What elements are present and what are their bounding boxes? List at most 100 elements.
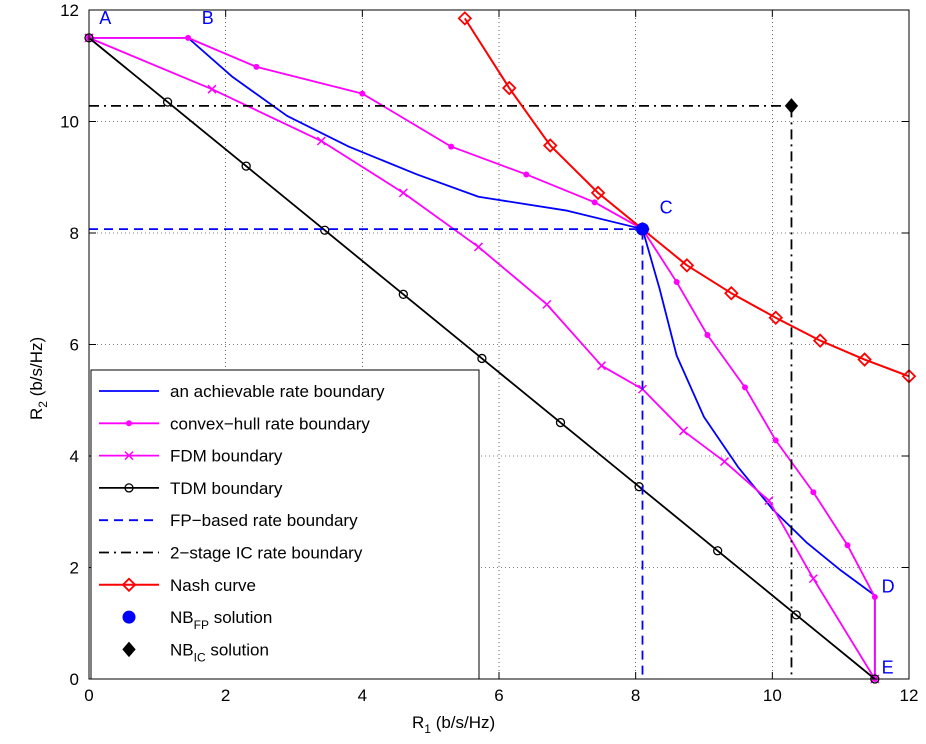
legend-label-main: NB: [170, 640, 194, 659]
y-tick-label: 2: [70, 559, 79, 578]
legend-label-suffix: solution: [209, 608, 272, 627]
data-point-x: [542, 299, 552, 309]
legend-label: an achievable rate boundary: [170, 382, 385, 401]
series-1: [86, 34, 878, 682]
y-axis-label: R2 (b/s/Hz): [27, 337, 50, 420]
data-point-x: [316, 136, 326, 146]
legend-label-main: TDM boundary: [170, 479, 283, 498]
data-point-dot: [844, 542, 851, 549]
legend-item: NBIC solution: [122, 640, 269, 664]
legend-item: FP−based rate boundary: [99, 511, 358, 530]
series-line: [89, 36, 876, 679]
x-tick-label: 4: [358, 686, 367, 705]
data-point-filled-circle: [636, 222, 649, 236]
series-0: [89, 36, 876, 679]
legend-label-main: FP−based rate boundary: [170, 511, 358, 530]
data-point-diamond: [590, 185, 606, 201]
legend-label: NBIC solution: [170, 640, 269, 664]
data-point-x-stroke: [719, 457, 730, 467]
x-tick-label: 2: [221, 686, 230, 705]
data-point-diamond: [501, 80, 517, 96]
data-point-circle: [124, 483, 134, 493]
legend-label-main: an achievable rate boundary: [170, 382, 385, 401]
y-tick-label: 8: [70, 224, 79, 243]
legend-label: FP−based rate boundary: [170, 511, 358, 530]
data-point-dot: [704, 332, 711, 339]
point-label: E: [882, 657, 894, 677]
series-line: [89, 228, 644, 679]
axis-ticks: 0 2 4 6 8 10 12 0 2 4 6 8 10 12: [60, 1, 918, 705]
series-line: [463, 17, 910, 378]
y-axis-label-sub: 2: [36, 401, 50, 408]
legend-item: Nash curve: [99, 576, 256, 595]
legend-label-main: Nash curve: [170, 576, 256, 595]
data-point-filled-diamond: [122, 641, 136, 658]
data-point-x-stroke: [542, 299, 552, 309]
x-tick-label: 10: [763, 686, 782, 705]
point-label: D: [882, 577, 895, 597]
data-point-circle: [555, 417, 566, 428]
data-point-circle: [713, 546, 723, 556]
data-point-x-stroke: [678, 426, 689, 436]
data-point-x-stroke: [124, 451, 134, 461]
point-label: B: [202, 8, 214, 28]
data-point-x-stroke: [473, 242, 484, 252]
data-point-diamond: [768, 310, 784, 326]
legend-box: [90, 369, 480, 680]
data-point-x: [764, 496, 774, 506]
x-axis-label: R1 (b/s/Hz): [412, 713, 495, 736]
data-point-circle: [320, 225, 330, 235]
data-point-x-stroke: [808, 574, 818, 584]
legend-item: convex−hull rate boundary: [99, 414, 370, 433]
legend-label-main: FDM boundary: [170, 447, 283, 466]
legend-item: TDM boundary: [99, 479, 283, 498]
data-point-x-stroke: [207, 84, 217, 94]
series-4: [89, 228, 644, 679]
legend-label-sub: IC: [194, 650, 206, 664]
legend-label: Nash curve: [170, 576, 256, 595]
x-axis-label-main: R: [412, 713, 424, 732]
data-point-x: [678, 426, 689, 436]
legend-label: convex−hull rate boundary: [170, 414, 370, 433]
legend-label: FDM boundary: [170, 447, 283, 466]
series-layer: [84, 11, 917, 684]
data-point-circle: [241, 161, 251, 171]
data-point-dot: [185, 34, 192, 41]
x-tick-label: 6: [494, 686, 503, 705]
x-tick-label: 0: [84, 686, 93, 705]
legend-label-main: convex−hull rate boundary: [170, 414, 370, 433]
legend-label-main: 2−stage IC rate boundary: [170, 544, 363, 563]
data-point-dot: [591, 199, 598, 206]
data-point-x: [473, 242, 484, 252]
y-tick-label: 4: [70, 447, 79, 466]
x-tick-label: 8: [631, 686, 640, 705]
series-5: [89, 104, 793, 679]
data-point-x-stroke: [398, 188, 408, 198]
series-line: [88, 37, 876, 680]
legend-label: 2−stage IC rate boundary: [170, 544, 363, 563]
data-point-dot: [871, 594, 878, 601]
data-point-dot: [253, 63, 260, 70]
legend-item: an achievable rate boundary: [99, 382, 385, 401]
x-axis-label-sub: 1: [424, 722, 431, 736]
y-tick-label: 0: [70, 670, 79, 689]
data-point-x: [719, 457, 730, 467]
data-point-diamond: [121, 577, 137, 593]
data-point-circle: [162, 97, 173, 107]
data-point-dot: [673, 279, 680, 286]
data-point-circle: [398, 289, 408, 299]
y-axis-label-main: R: [27, 408, 46, 420]
data-point-filled-circle: [122, 610, 136, 624]
data-point-dot: [523, 171, 530, 178]
series-line: [89, 104, 793, 679]
data-point-x: [398, 188, 408, 198]
data-point-diamond: [542, 138, 558, 153]
legend-label-suffix: solution: [206, 640, 269, 659]
data-point-x-stroke: [764, 496, 774, 506]
data-point-diamond: [457, 11, 473, 26]
data-point-dot: [448, 143, 455, 150]
x-tick-label: 12: [900, 686, 919, 705]
legend-item: 2−stage IC rate boundary: [99, 544, 363, 563]
y-tick-label: 12: [60, 1, 79, 20]
series-line: [89, 36, 876, 679]
